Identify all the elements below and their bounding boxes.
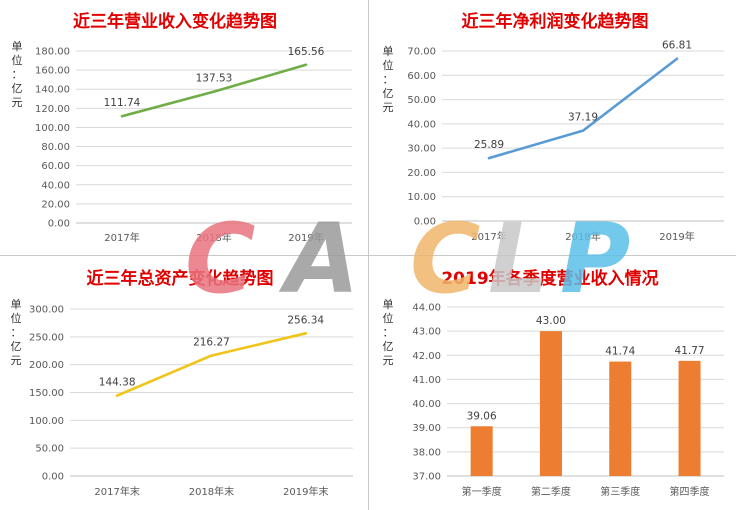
y-tick-label: 50.00 [407, 95, 436, 106]
data-label: 165.56 [288, 46, 325, 58]
y-tick-label: 41.00 [412, 375, 441, 386]
y-tick-label: 160.00 [35, 66, 70, 77]
chart-title: 近三年总资产变化趋势图 [87, 268, 274, 289]
bar [470, 426, 493, 476]
x-tick-label: 2017年末 [94, 485, 139, 498]
y-axis-unit-char: ： [12, 68, 23, 81]
y-axis-unit-char: 元 [383, 101, 394, 114]
y-axis-unit-char: 位 [383, 311, 394, 325]
x-tick-label: 2019年 [659, 230, 694, 243]
y-tick-label: 180.00 [35, 47, 70, 58]
data-label: 25.89 [474, 139, 504, 151]
data-label: 39.06 [467, 410, 497, 422]
data-label: 66.81 [662, 40, 692, 52]
y-axis-unit-char: ： [383, 326, 394, 339]
y-axis-unit-char: 单 [383, 45, 394, 58]
y-tick-label: 44.00 [412, 303, 441, 314]
series-line [487, 57, 679, 160]
y-axis-unit-char: 元 [383, 354, 394, 367]
y-axis-unit-char: 单 [12, 40, 23, 53]
y-tick-label: 300.00 [29, 305, 64, 316]
y-tick-label: 250.00 [29, 332, 64, 343]
bar [609, 361, 632, 476]
data-label: 111.74 [104, 97, 141, 109]
y-axis-unit-char: 亿 [11, 340, 22, 353]
y-tick-label: 38.00 [412, 447, 441, 458]
y-tick-label: 40.00 [407, 119, 436, 130]
bar [539, 331, 562, 476]
x-tick-label: 第二季度 [531, 485, 571, 498]
y-tick-label: 30.00 [407, 144, 436, 155]
x-tick-label: 2017年 [104, 231, 139, 244]
bar [678, 360, 701, 476]
data-label: 41.74 [605, 346, 635, 358]
data-label: 256.34 [287, 314, 324, 326]
series-line [120, 63, 308, 118]
x-tick-label: 2018年 [196, 231, 231, 244]
x-tick-label: 2019年 [288, 231, 323, 244]
y-tick-label: 42.00 [412, 351, 441, 362]
y-tick-label: 120.00 [35, 104, 70, 115]
x-tick-label: 2018年末 [189, 485, 234, 498]
y-tick-label: 80.00 [41, 142, 70, 153]
y-axis-unit-char: 位 [12, 53, 23, 67]
y-tick-label: 50.00 [35, 444, 64, 455]
y-tick-label: 100.00 [35, 123, 70, 134]
chart-title: 近三年净利润变化趋势图 [462, 11, 649, 32]
y-tick-label: 60.00 [407, 71, 436, 82]
x-tick-label: 第三季度 [600, 485, 640, 498]
y-tick-label: 43.00 [412, 327, 441, 338]
y-axis-unit-char: 位 [383, 58, 394, 72]
y-tick-label: 37.00 [412, 472, 441, 483]
data-label: 43.00 [536, 315, 566, 327]
y-axis-unit-char: 位 [11, 311, 22, 325]
y-axis-unit-char: ： [11, 326, 22, 339]
y-tick-label: 20.00 [41, 199, 70, 210]
y-tick-label: 60.00 [41, 161, 70, 172]
data-label: 41.77 [675, 345, 705, 357]
y-axis-unit-char: 元 [11, 354, 22, 367]
y-tick-label: 100.00 [29, 416, 64, 427]
y-axis-unit-char: 亿 [383, 340, 394, 353]
series-line [115, 332, 308, 397]
y-tick-label: 39.00 [412, 423, 441, 434]
y-tick-label: 40.00 [412, 399, 441, 410]
data-label: 216.27 [193, 337, 230, 349]
y-tick-label: 200.00 [29, 360, 64, 371]
y-axis-unit-char: 单 [11, 298, 22, 311]
y-axis-unit-char: 亿 [383, 87, 394, 100]
x-tick-label: 第一季度 [462, 485, 502, 498]
y-axis-unit-char: ： [383, 73, 394, 86]
chart-title: 2019年各季度营业收入情况 [441, 268, 658, 289]
data-label: 144.38 [99, 377, 136, 389]
x-tick-label: 2019年末 [283, 485, 328, 498]
y-tick-label: 0.00 [42, 472, 64, 483]
y-tick-label: 70.00 [407, 47, 436, 58]
y-tick-label: 140.00 [35, 85, 70, 96]
y-axis-unit-char: 元 [12, 96, 23, 109]
y-axis-unit-char: 单 [383, 298, 394, 311]
y-tick-label: 0.00 [414, 217, 436, 228]
x-tick-label: 第四季度 [670, 485, 710, 498]
x-tick-label: 2017年 [471, 230, 506, 243]
y-tick-label: 10.00 [407, 192, 436, 203]
y-tick-label: 150.00 [29, 388, 64, 399]
data-label: 137.53 [196, 73, 233, 85]
y-tick-label: 20.00 [407, 168, 436, 179]
y-tick-label: 0.00 [48, 219, 70, 230]
x-tick-label: 2018年 [565, 230, 600, 243]
y-axis-unit-char: 亿 [12, 82, 23, 95]
y-tick-label: 40.00 [41, 180, 70, 191]
horizontal-divider [0, 255, 736, 256]
chart-title: 近三年营业收入变化趋势图 [73, 11, 277, 32]
data-label: 37.19 [568, 112, 598, 124]
